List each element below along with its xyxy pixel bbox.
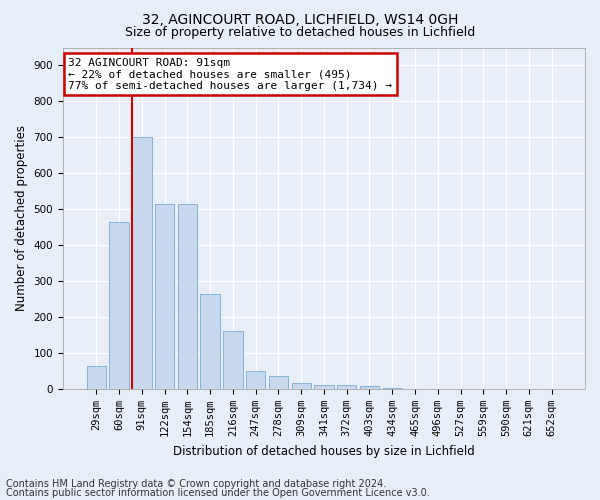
Bar (200, 294, 220, 389)
Bar (314, 384, 334, 389)
Text: Contains HM Land Registry data © Crown copyright and database right 2024.: Contains HM Land Registry data © Crown c… (6, 479, 386, 489)
Text: Size of property relative to detached houses in Lichfield: Size of property relative to detached ho… (125, 26, 475, 39)
X-axis label: Distribution of detached houses by size in Lichfield: Distribution of detached houses by size … (173, 444, 475, 458)
Bar (223, 332, 242, 389)
Y-axis label: Number of detached properties: Number of detached properties (15, 125, 28, 311)
Text: 32, AGINCOURT ROAD, LICHFIELD, WS14 0GH: 32, AGINCOURT ROAD, LICHFIELD, WS14 0GH (142, 12, 458, 26)
Bar (337, 386, 356, 389)
Bar (269, 376, 288, 389)
Text: Contains public sector information licensed under the Open Government Licence v3: Contains public sector information licen… (6, 488, 430, 498)
Bar (360, 386, 379, 389)
Text: 32 AGINCOURT ROAD: 91sqm
← 22% of detached houses are smaller (495)
77% of semi-: 32 AGINCOURT ROAD: 91sqm ← 22% of detach… (68, 58, 392, 91)
Bar (155, 204, 174, 389)
Bar (178, 204, 197, 389)
Bar (132, 138, 152, 389)
Bar (383, 388, 402, 389)
Bar (292, 383, 311, 389)
Bar (86, 366, 106, 389)
Bar (109, 222, 129, 389)
Bar (246, 371, 265, 389)
